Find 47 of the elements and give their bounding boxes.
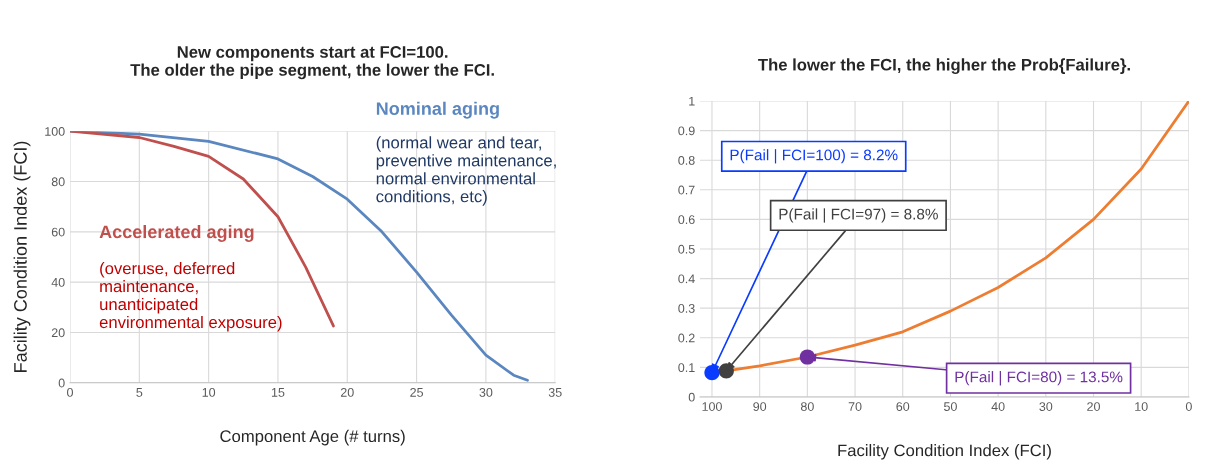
y-tick-label: 0.5	[678, 244, 695, 254]
annotation: P(Fail | FCI=100) = 8.2%	[730, 149, 898, 164]
y-tick-label: 0.3	[678, 303, 695, 313]
y-tick-label: 40	[51, 277, 65, 287]
x-tick-label: 10	[1135, 402, 1148, 411]
x-tick-label: 70	[848, 402, 862, 411]
x-tick-label: 100	[702, 402, 722, 411]
x-tick-label: 90	[753, 402, 767, 411]
x-tick-label: 20	[1087, 402, 1100, 411]
y-tick-label: 0.8	[678, 156, 695, 165]
annotation: P(Fail | FCI=80) = 13.5%	[955, 371, 1123, 386]
y-tick-label: 1	[689, 96, 695, 106]
chart-title: New components start at FCI=100. The older the pipe segment, the lower the FCI.	[130, 46, 494, 80]
x-tick-label: 50	[943, 402, 957, 411]
y-tick-label: 0.4	[678, 274, 695, 284]
x-tick-label: 60	[896, 402, 910, 411]
x-tick-label: 40	[991, 402, 1005, 411]
x-tick-label: 15	[271, 388, 285, 397]
x-axis-title: Component Age (# turns)	[220, 429, 405, 446]
x-tick-label: 0	[67, 387, 73, 397]
y-tick-label: 100	[45, 127, 65, 136]
y-tick-label: 80	[51, 177, 65, 187]
y-tick-label: 60	[51, 227, 65, 237]
x-tick-label: 0	[1185, 402, 1192, 411]
x-tick-label: 25	[410, 387, 424, 397]
x-tick-label: 5	[136, 388, 143, 397]
y-tick-label: 0.9	[678, 126, 695, 136]
y-tick-label: 20	[51, 328, 65, 338]
y-tick-label: 0	[58, 378, 65, 388]
x-tick-label: 30	[479, 387, 493, 397]
x-tick-label: 30	[1039, 402, 1053, 411]
x-axis-title: Facility Condition Index (FCI)	[838, 444, 1051, 460]
y-tick-label: 0.1	[678, 363, 695, 373]
chart-title: The lower the FCI, the higher the Prob{Failure}.	[758, 58, 1130, 74]
annotation: (normal wear and tear, preventive maintenance, normal environmental conditions, etc)	[376, 136, 556, 206]
annotation: P(Fail | FCI=97) = 8.8%	[779, 208, 938, 223]
y-tick-label: 0.6	[678, 215, 695, 225]
series-label: Accelerated aging	[99, 225, 254, 242]
x-tick-label: 10	[202, 387, 216, 397]
y-tick-label: 0.7	[678, 185, 695, 195]
annotation: (overuse, deferred maintenance, unanticipated environmental exposure)	[99, 262, 282, 332]
text: Nominal aging	[376, 101, 499, 119]
y-axis-title: Facility Condition Index (FCI)	[13, 141, 31, 372]
x-tick-label: 35	[548, 387, 562, 397]
y-tick-label: 0.2	[678, 333, 695, 343]
x-tick-label: 20	[340, 387, 354, 397]
x-tick-label: 80	[800, 402, 814, 411]
